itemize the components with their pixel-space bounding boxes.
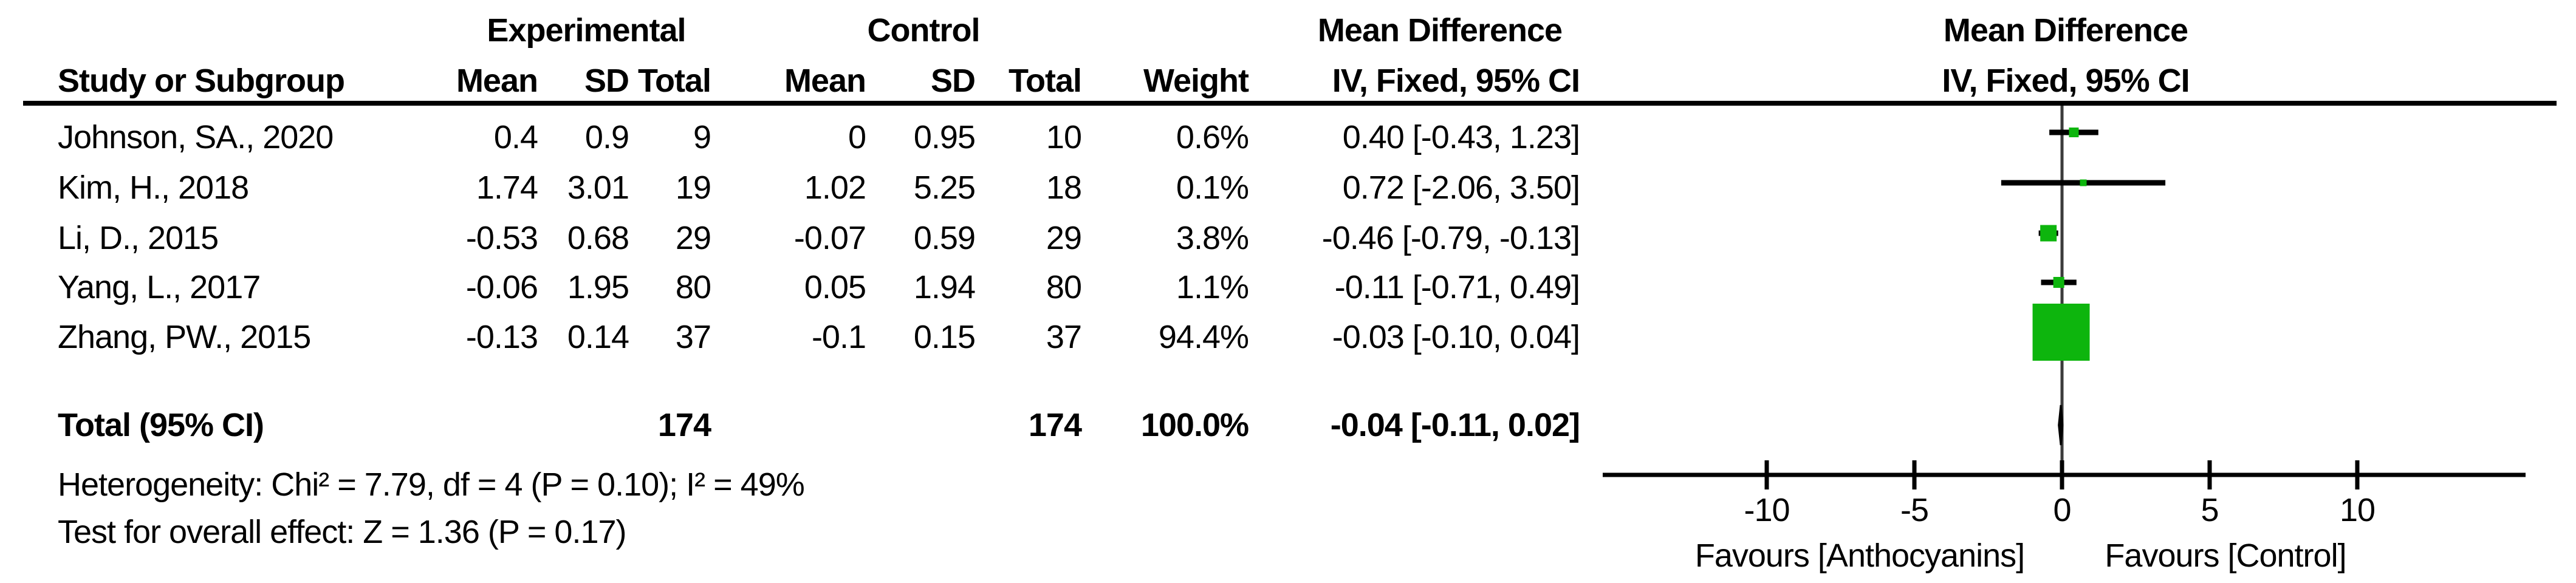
row-ctrl-mean: 0.05	[804, 269, 866, 305]
row-exp-total: 37	[675, 319, 711, 355]
col-header-exp-mean: Mean	[456, 63, 538, 99]
row-ctrl-total: 29	[1046, 220, 1082, 256]
row-weight: 0.6%	[1176, 119, 1249, 155]
axis-tick-label: -5	[1900, 492, 1929, 528]
heterogeneity-stats: Heterogeneity: Chi² = 7.79, df = 4 (P = …	[58, 466, 805, 503]
axis-tick-label: 10	[2339, 492, 2376, 528]
plot-title: Mean Difference	[1943, 12, 2188, 49]
row-exp-mean: -0.53	[465, 220, 538, 256]
col-header-ctrl-total: Total	[1009, 63, 1082, 99]
row-exp-total: 80	[675, 269, 711, 305]
row-weight: 0.1%	[1176, 169, 1249, 206]
row-exp-sd: 1.95	[567, 269, 629, 305]
col-header-ci: IV, Fixed, 95% CI	[1332, 63, 1580, 99]
row-ctrl-mean: -0.1	[811, 319, 866, 355]
row-ctrl-total: 10	[1046, 119, 1082, 155]
row-exp-sd: 0.68	[567, 220, 629, 256]
row-exp-total: 29	[675, 220, 711, 256]
col-group-experimental: Experimental	[487, 12, 686, 49]
row-ci-text: 0.72 [-2.06, 3.50]	[1342, 169, 1580, 206]
total-ci: -0.04 [-0.11, 0.02]	[1330, 407, 1580, 443]
effect-square	[2053, 277, 2064, 288]
col-header-ctrl-sd: SD	[930, 63, 976, 99]
effect-square	[2069, 128, 2079, 137]
row-exp-sd: 0.14	[567, 319, 629, 355]
total-ctrl-total: 174	[1028, 407, 1082, 443]
row-ctrl-total: 18	[1046, 169, 1082, 206]
row-study: Zhang, PW., 2015	[58, 319, 311, 355]
col-header-weight: Weight	[1143, 63, 1249, 99]
total-row-label: Total (95% CI)	[58, 407, 264, 443]
effect-square	[2040, 225, 2057, 242]
row-weight: 3.8%	[1176, 220, 1249, 256]
axis-tick-label: -10	[1744, 492, 1790, 528]
row-ci-text: 0.40 [-0.43, 1.23]	[1342, 119, 1580, 155]
row-exp-sd: 0.9	[584, 119, 629, 155]
row-ctrl-sd: 0.59	[913, 220, 976, 256]
row-exp-mean: 1.74	[476, 169, 538, 206]
row-ctrl-total: 37	[1046, 319, 1082, 355]
total-exp-total: 174	[657, 407, 711, 443]
row-study: Yang, L., 2017	[58, 269, 261, 305]
total-weight: 100.0%	[1140, 407, 1249, 443]
row-ci-text: -0.46 [-0.79, -0.13]	[1321, 220, 1580, 256]
col-header-exp-total: Total	[638, 63, 711, 99]
row-ctrl-mean: -0.07	[793, 220, 866, 256]
effect-square	[2080, 179, 2087, 186]
row-exp-sd: 3.01	[567, 169, 629, 206]
plot-subtitle: IV, Fixed, 95% CI	[1942, 63, 2190, 99]
row-study: Kim, H., 2018	[58, 169, 249, 206]
row-ctrl-sd: 0.15	[913, 319, 976, 355]
row-ctrl-mean: 0	[848, 119, 866, 155]
axis-tick-label: 0	[2053, 492, 2071, 528]
overall-effect-stats: Test for overall effect: Z = 1.36 (P = 0…	[58, 514, 627, 550]
row-study: Johnson, SA., 2020	[58, 119, 334, 155]
row-exp-total: 9	[693, 119, 711, 155]
col-header-study: Study or Subgroup	[58, 63, 345, 99]
axis-tick-label: 5	[2201, 492, 2219, 528]
row-ctrl-sd: 0.95	[913, 119, 976, 155]
row-study: Li, D., 2015	[58, 220, 219, 256]
row-exp-mean: -0.06	[465, 269, 538, 305]
row-exp-mean: 0.4	[493, 119, 538, 155]
row-exp-mean: -0.13	[465, 319, 538, 355]
row-exp-total: 19	[675, 169, 711, 206]
row-ctrl-sd: 1.94	[913, 269, 976, 305]
row-ctrl-sd: 5.25	[913, 169, 976, 206]
row-ci-text: -0.11 [-0.71, 0.49]	[1334, 269, 1580, 305]
row-weight: 94.4%	[1158, 319, 1249, 355]
col-header-ctrl-mean: Mean	[784, 63, 866, 99]
col-group-control: Control	[867, 12, 981, 49]
favours-left-label: Favours [Anthocyanins]	[1694, 537, 2025, 574]
favours-right-label: Favours [Control]	[2105, 537, 2346, 574]
col-group-mean-difference: Mean Difference	[1317, 12, 1563, 49]
row-weight: 1.1%	[1176, 269, 1249, 305]
row-ctrl-total: 80	[1046, 269, 1082, 305]
total-diamond	[2058, 404, 2064, 446]
col-header-exp-sd: SD	[584, 63, 629, 99]
row-ci-text: -0.03 [-0.10, 0.04]	[1332, 319, 1580, 355]
effect-square	[2032, 304, 2090, 361]
row-ctrl-mean: 1.02	[804, 169, 866, 206]
